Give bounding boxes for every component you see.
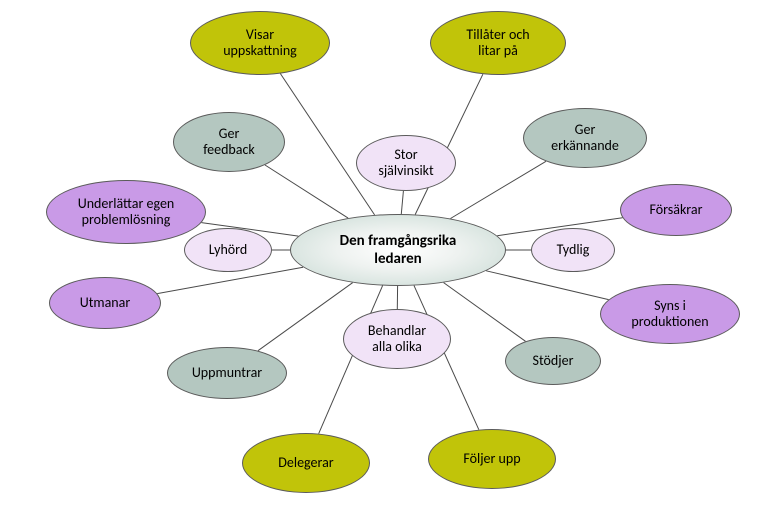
node-uppmuntrar: Uppmuntrar bbox=[167, 347, 287, 399]
node-label-tydlig: Tydlig bbox=[557, 242, 590, 258]
node-label-behandlar: Behandlar alla olika bbox=[368, 323, 426, 355]
node-lyhord: Lyhörd bbox=[184, 228, 272, 272]
node-foljer_upp: Följer upp bbox=[428, 429, 556, 489]
node-label-lyhord: Lyhörd bbox=[209, 242, 247, 258]
node-delegerar: Delegerar bbox=[242, 433, 370, 493]
node-label-utmanar: Utmanar bbox=[80, 295, 131, 311]
edge-ger_feedback bbox=[265, 165, 348, 218]
node-label-visar_uppskattning: Visar uppskattning bbox=[223, 27, 297, 59]
node-syns_produktionen: Syns i produktionen bbox=[600, 284, 740, 344]
edge-stodjer bbox=[444, 283, 526, 342]
node-underlattar: Underlättar egen problemlösning bbox=[46, 180, 206, 244]
node-forsakrar: Försäkrar bbox=[620, 184, 732, 236]
node-label-ger_feedback: Ger feedback bbox=[203, 126, 255, 158]
node-stor_sjalvinsikt: Stor självinsikt bbox=[356, 135, 456, 191]
node-label-tillater_litar: Tillåter och litar på bbox=[466, 27, 529, 59]
edge-ger_erkannande bbox=[451, 161, 547, 218]
node-label-uppmuntrar: Uppmuntrar bbox=[192, 365, 262, 381]
node-label-stodjer: Stödjer bbox=[533, 353, 574, 369]
node-label-underlattar: Underlättar egen problemlösning bbox=[78, 196, 175, 228]
node-ger_feedback: Ger feedback bbox=[173, 112, 285, 172]
node-behandlar: Behandlar alla olika bbox=[343, 309, 451, 369]
node-label-syns_produktionen: Syns i produktionen bbox=[631, 298, 708, 330]
node-label-ger_erkannande: Ger erkännande bbox=[551, 122, 619, 154]
node-utmanar: Utmanar bbox=[49, 277, 161, 329]
node-label-delegerar: Delegerar bbox=[278, 455, 333, 471]
edge-visar_uppskattning bbox=[280, 74, 374, 215]
edge-syns_produktionen bbox=[486, 271, 608, 300]
node-stodjer: Stödjer bbox=[505, 337, 601, 385]
node-label-forsakrar: Försäkrar bbox=[650, 202, 703, 218]
node-ger_erkannande: Ger erkännande bbox=[523, 108, 647, 168]
center-label: Den framgångsrika ledaren bbox=[340, 232, 457, 268]
node-label-stor_sjalvinsikt: Stor självinsikt bbox=[378, 147, 433, 179]
edge-uppmuntrar bbox=[258, 283, 353, 351]
edge-stor_sjalvinsikt bbox=[401, 191, 403, 214]
node-tydlig: Tydlig bbox=[531, 228, 615, 272]
node-visar_uppskattning: Visar uppskattning bbox=[190, 11, 330, 75]
node-label-foljer_upp: Följer upp bbox=[463, 451, 520, 467]
center-node: Den framgångsrika ledaren bbox=[290, 214, 506, 286]
node-tillater_litar: Tillåter och litar på bbox=[430, 11, 566, 75]
